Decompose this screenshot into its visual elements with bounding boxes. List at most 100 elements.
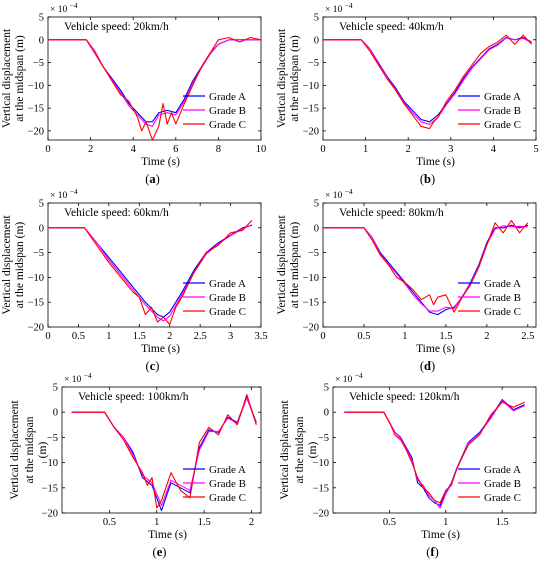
- x-tick-label: 1.5: [496, 517, 509, 528]
- y-axis-label-line2: at the midspan (m): [14, 35, 26, 122]
- y-tick-label: −20: [42, 509, 58, 520]
- x-tick-label: 0.5: [103, 517, 116, 528]
- plot-frame: [322, 202, 537, 328]
- y-tick-label: −5: [33, 58, 44, 69]
- y-tick-label: 0: [314, 35, 319, 46]
- vehicle-speed-annotation: Vehicle speed: 100km/h: [78, 391, 189, 403]
- legend-label: Grade A: [209, 464, 246, 476]
- y-axis-label-line2: at the midspan (m): [289, 222, 301, 309]
- y-tick-label: −10: [28, 273, 44, 284]
- y-tick-label: −5: [47, 433, 58, 444]
- y-axis-label-unit: (m): [307, 442, 319, 459]
- panel-label: (a): [145, 172, 160, 186]
- x-tick-label: 2: [88, 144, 93, 155]
- x-tick-label: 2.5: [521, 331, 534, 342]
- x-tick-label: 2.5: [194, 331, 207, 342]
- vehicle-speed-annotation: Vehicle speed: 80km/h: [339, 207, 444, 219]
- y-tick-label: −20: [303, 126, 319, 137]
- y-tick-label: 5: [324, 383, 329, 394]
- x-tick-label: 0.5: [72, 331, 85, 342]
- vehicle-speed-annotation: Vehicle speed: 20km/h: [64, 21, 169, 33]
- y-tick-label: −15: [303, 298, 319, 309]
- legend-label: Grade A: [484, 91, 521, 103]
- x-tick-label: 0.5: [383, 517, 396, 528]
- series-line-grade-c: [323, 219, 529, 313]
- y-tick-label: −20: [28, 323, 44, 334]
- chart-panel-f: 0.5 1 1.5 5 0 −5 −10 −15 −20 × 10 −4 Vehicle speed…: [279, 371, 537, 559]
- y-exponent-label: × 10 −4: [325, 187, 353, 201]
- y-tick-label: −10: [303, 273, 319, 284]
- panel-label: (f): [426, 545, 439, 559]
- legend-label: Grade B: [484, 478, 521, 490]
- x-axis-label: Time (s): [416, 156, 455, 168]
- x-tick-label: 0.5: [357, 331, 370, 342]
- y-tick-label: 5: [53, 383, 58, 394]
- y-axis-label-line2: at the midspan: [24, 416, 36, 483]
- x-tick-label: 1: [154, 517, 159, 528]
- series-line-grade-c: [71, 394, 257, 509]
- y-axis-label-line1: Vertical displacement: [1, 215, 13, 315]
- y-tick-label: −5: [308, 58, 319, 69]
- y-tick-label: 5: [39, 13, 44, 24]
- chart-panel-c: 0 0.5 1 1.5 2 2.5 3 3.5 5 0 −5 −10 −15 −20 × 10 −4 Vehi…: [1, 187, 268, 373]
- y-tick-label: −10: [28, 81, 44, 92]
- legend-label: Grade B: [209, 478, 246, 490]
- y-exponent-label: × 10 −4: [50, 187, 78, 201]
- x-tick-label: 0: [45, 144, 50, 155]
- legend-label: Grade A: [484, 278, 521, 290]
- chart-panel-d: 0 0.5 1 1.5 2 2.5 5 0 −5 −10 −15 −20 × 10 −4 Vehicle …: [276, 187, 537, 373]
- y-tick-label: 0: [39, 35, 44, 46]
- y-tick-label: −20: [303, 323, 319, 334]
- x-tick-label: 0: [320, 331, 325, 342]
- panel-label: (b): [420, 172, 435, 186]
- y-tick-label: −20: [28, 126, 44, 137]
- plot-frame: [332, 386, 537, 514]
- x-tick-label: 4: [491, 144, 497, 155]
- x-axis-label: Time (s): [141, 156, 180, 168]
- x-tick-label: 8: [216, 144, 221, 155]
- y-tick-label: −5: [33, 248, 44, 259]
- y-tick-label: −15: [28, 104, 44, 115]
- legend-label: Grade B: [209, 292, 246, 304]
- x-tick-label: 2: [167, 331, 172, 342]
- y-tick-label: −15: [28, 298, 44, 309]
- y-axis-label-line1: Vertical displacement: [276, 28, 288, 128]
- y-tick-label: −10: [303, 81, 319, 92]
- y-tick-label: −20: [313, 509, 329, 520]
- chart-panel-a: 0 2 4 6 8 10 5 0 −5 −10 −15 −20 × 10 −4 Vehicle speed…: [1, 1, 266, 186]
- x-tick-label: 0: [320, 144, 325, 155]
- series-line-grade-c: [323, 34, 533, 130]
- vehicle-speed-annotation: Vehicle speed: 120km/h: [349, 391, 460, 403]
- y-tick-label: −15: [303, 104, 319, 115]
- y-tick-label: 0: [39, 223, 44, 234]
- series-line-grade-c: [48, 36, 262, 141]
- y-tick-label: −10: [313, 458, 329, 469]
- chart-panel-e: 0.5 1 1.5 2 5 0 −5 −10 −15 −20 × 10 −4 Vehicle spee…: [9, 371, 262, 559]
- series-line-grade-c: [344, 401, 525, 504]
- x-tick-label: 3.5: [254, 331, 267, 342]
- x-tick-label: 1: [106, 331, 111, 342]
- y-exponent-label: × 10 −4: [64, 371, 92, 385]
- plot-frame: [47, 202, 262, 328]
- chart-panel-b: 0 1 2 3 4 5 5 0 −5 −10 −15 −20 × 10 −4 Vehicle speed:…: [276, 1, 539, 186]
- legend-label: Grade A: [209, 278, 246, 290]
- x-axis-label: Time (s): [141, 343, 180, 355]
- series-line-grade-c: [48, 220, 253, 326]
- x-tick-label: 0: [45, 331, 50, 342]
- x-tick-label: 3: [448, 144, 453, 155]
- plot-frame: [61, 386, 262, 514]
- x-tick-label: 5: [533, 144, 538, 155]
- legend-label: Grade B: [209, 105, 246, 117]
- legend-label: Grade C: [209, 306, 246, 318]
- panel-label: (c): [146, 359, 160, 373]
- x-tick-label: 6: [173, 144, 178, 155]
- y-exponent-label: × 10 −4: [50, 1, 78, 15]
- x-tick-label: 1: [402, 331, 407, 342]
- vehicle-speed-annotation: Vehicle speed: 60km/h: [64, 207, 169, 219]
- y-axis-label-line2: at the midspan (m): [14, 222, 26, 309]
- legend-label: Grade C: [484, 119, 521, 131]
- series-line-grade-b: [323, 37, 532, 126]
- y-tick-label: 0: [314, 223, 319, 234]
- legend-label: Grade B: [484, 105, 521, 117]
